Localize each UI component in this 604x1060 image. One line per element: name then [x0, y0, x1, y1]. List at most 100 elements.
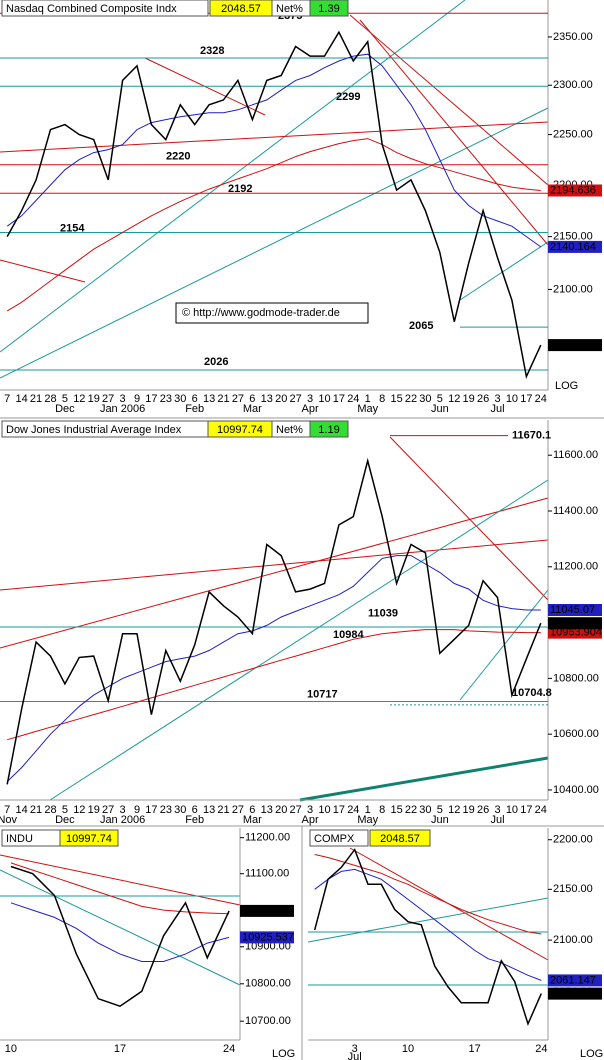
y-tick-label: 11600.00 — [553, 449, 598, 461]
y-tick-label: 2200.00 — [553, 834, 593, 846]
x-tick-label: 5 — [437, 804, 443, 816]
month-label: Jan 2006 — [100, 814, 145, 826]
last-value-box — [240, 931, 294, 944]
trendline — [359, 19, 549, 246]
y-tick-label: 11200.00 — [553, 561, 598, 573]
trendline — [299, 756, 549, 802]
y-tick-label: 2100.00 — [553, 934, 593, 946]
x-tick-label: 3 — [307, 804, 313, 816]
y-tick-label: 2250.00 — [553, 128, 593, 140]
y-tick-label: 2300.00 — [553, 79, 593, 91]
header-box — [309, 829, 369, 847]
x-tick-label: 27 — [102, 393, 114, 405]
level-label: 11670.1 — [512, 430, 551, 442]
last-value-box — [548, 974, 602, 987]
y-tick-label: 2150.00 — [553, 883, 593, 895]
header-box — [59, 829, 119, 847]
moving-average — [7, 629, 541, 741]
level-label: 2192 — [228, 183, 252, 195]
header-text: INDU — [6, 833, 33, 845]
level-label: 10704.8 — [512, 687, 552, 699]
x-tick-label: 3 — [352, 1043, 358, 1055]
last-value-box — [548, 987, 602, 1000]
level-label: 11039 — [368, 608, 398, 620]
last-value-label: 10997.74 — [242, 905, 288, 917]
header-text: 1.39 — [318, 3, 339, 15]
x-tick-label: 30 — [174, 804, 186, 816]
trendline — [307, 897, 549, 943]
trendline — [349, 14, 549, 186]
header-text: Dow Jones Industrial Average Index — [6, 424, 182, 436]
trendline — [49, 479, 549, 801]
x-tick-label: 24 — [347, 804, 359, 816]
x-tick-label: 24 — [535, 393, 547, 405]
x-tick-label: 24 — [535, 1043, 547, 1055]
header-text: 2048.57 — [221, 3, 261, 15]
y-tick-label: 11100.00 — [245, 868, 289, 880]
month-label: May — [357, 814, 378, 826]
x-tick-label: 8 — [379, 804, 385, 816]
x-tick-label: 10 — [402, 1043, 414, 1055]
level-label: 2299 — [336, 91, 360, 103]
month-label: Feb — [185, 403, 204, 415]
x-tick-label: 19 — [88, 804, 100, 816]
level-label: 2220 — [166, 151, 190, 163]
x-tick-label: 22 — [405, 393, 417, 405]
y-tick-label: 10700.00 — [245, 1015, 291, 1027]
x-tick-label: 24 — [347, 393, 359, 405]
last-value-label: 11045.07 — [550, 604, 595, 616]
header-text: Nasdaq Combined Composite Indx — [6, 3, 177, 15]
header-text: Net% — [276, 424, 303, 436]
x-tick-label: 14 — [16, 804, 28, 816]
x-tick-label: 12 — [448, 393, 460, 405]
trendline — [0, 497, 549, 649]
last-value-label: 10963.904 — [550, 627, 602, 639]
month-label: Jul — [348, 1051, 362, 1060]
moving-average — [314, 854, 542, 935]
price-line — [313, 848, 542, 1027]
x-tick-label: 10 — [506, 393, 518, 405]
x-tick-label: 3 — [494, 804, 500, 816]
y-tick-label: 2350.00 — [553, 31, 593, 43]
x-tick-label: 3 — [307, 393, 313, 405]
moving-average — [10, 862, 230, 915]
level-label: 2026 — [204, 356, 228, 368]
x-tick-label: 6 — [249, 804, 255, 816]
x-tick-label: 6 — [249, 393, 255, 405]
last-value-label: 2061.147 — [550, 974, 596, 986]
last-value-label: 10997.74 — [550, 617, 596, 629]
x-tick-label: 1 — [365, 804, 371, 816]
x-tick-label: 9 — [134, 804, 140, 816]
y-tick-label: 10800.00 — [245, 978, 291, 990]
x-tick-label: 15 — [390, 393, 402, 405]
month-label: Jul — [490, 403, 504, 415]
x-tick-label: 10 — [5, 1043, 17, 1055]
trendline — [0, 539, 549, 591]
x-tick-label: 17 — [333, 804, 345, 816]
header-text: 2048.57 — [380, 833, 420, 845]
trendline — [0, 854, 241, 906]
x-tick-label: 28 — [44, 804, 56, 816]
trendline — [0, 0, 466, 353]
trendline — [389, 436, 549, 601]
month-label: Mar — [243, 814, 262, 826]
x-tick-label: 27 — [290, 393, 302, 405]
x-tick-label: 12 — [73, 393, 85, 405]
trendline — [0, 259, 86, 283]
moving-average — [6, 138, 541, 312]
x-tick-label: 13 — [261, 804, 273, 816]
x-tick-label: 27 — [232, 804, 244, 816]
month-label: Jan 2006 — [100, 403, 145, 415]
x-tick-label: 26 — [477, 393, 489, 405]
y-tick-label: 2150.00 — [553, 231, 593, 243]
x-tick-label: 10 — [318, 804, 330, 816]
last-value-box — [548, 626, 602, 639]
x-tick-label: 1 — [365, 393, 371, 405]
x-tick-label: 21 — [217, 393, 229, 405]
level-label: 2154 — [60, 222, 85, 234]
last-value-label: 2140.164 — [550, 241, 596, 253]
x-tick-label: 19 — [88, 393, 100, 405]
moving-average — [6, 53, 542, 248]
y-tick-label: 11200.00 — [245, 832, 290, 844]
